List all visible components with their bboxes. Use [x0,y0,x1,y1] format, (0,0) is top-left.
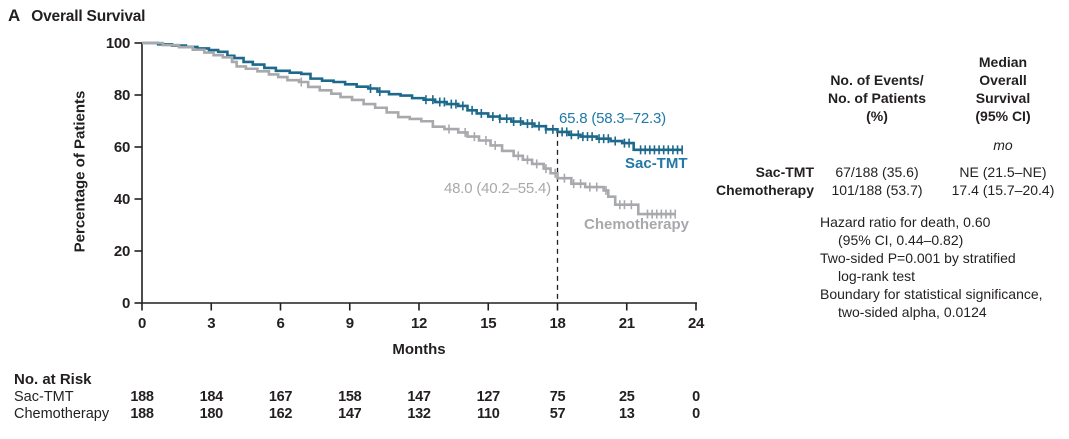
median-survival-column-header: Median Overall Survival (95% CI) [975,54,1031,124]
risk-count: 0 [692,389,700,405]
risk-row-label: Chemotherapy [14,406,110,422]
annotation-chemotherapy-18mo-estimate: 48.0 (40.2–55.4) [444,180,551,197]
risk-count: 158 [338,389,362,405]
summary-row-label-sac-tmt: Sac-TMT [755,164,814,180]
series-label-chemotherapy: Chemotherapy [584,216,690,233]
panel-title-text: Overall Survival [31,8,146,25]
x-tick-label: 3 [207,315,215,332]
panel-title: A Overall Survival [8,6,145,26]
x-tick-label: 12 [411,315,427,332]
risk-count: 127 [476,389,501,405]
km-curve-chemotherapy [142,41,676,216]
km-curve-sac-tmt [142,41,683,152]
axes [141,43,697,304]
y-tick-label: 100 [106,35,130,52]
stat-line: Boundary for statistical significance, [820,286,1043,302]
x-tick-label: 24 [688,315,705,332]
risk-count: 75 [549,389,566,405]
stat-line: two-sided alpha, 0.0124 [838,304,987,320]
risk-count: 188 [130,406,154,422]
y-tick-label: 80 [114,87,130,104]
summary-events-sac-tmt: 67/188 (35.6) [835,164,919,180]
risk-count: 147 [338,406,362,422]
summary-row-label-chemotherapy: Chemotherapy [715,182,814,198]
risk-count: 0 [692,406,700,422]
risk-count: 13 [618,406,635,422]
summary-median-sac-tmt: NE (21.5–NE) [959,164,1047,180]
risk-count: 162 [268,406,293,422]
risk-count: 188 [130,389,154,405]
stat-line: log-rank test [838,268,916,284]
risk-count: 180 [199,406,224,422]
risk-row-label: Sac-TMT [14,389,74,405]
risk-count: 132 [407,406,431,422]
x-tick-label: 9 [346,315,354,332]
x-axis-title: Months [392,341,446,358]
risk-count: 147 [407,389,431,405]
x-tick-label: 6 [276,315,284,332]
risk-count: 25 [618,389,635,405]
x-tick-label: 0 [138,315,146,332]
number-at-risk-title: No. at Risk [14,371,92,388]
panel-letter: A [8,6,21,25]
unit-label-months: mo [993,137,1013,153]
risk-count: 184 [199,389,224,405]
summary-median-chemotherapy: 17.4 (15.7–20.4) [951,182,1055,198]
risk-count: 167 [268,389,293,405]
y-tick-label: 40 [114,191,130,208]
y-tick-label: 60 [114,139,130,156]
statistics-text-block: Hazard ratio for death, 0.60 (95% CI, 0.4… [820,213,1065,321]
summary-events-chemotherapy: 101/188 (53.7) [831,182,923,198]
stat-line: Hazard ratio for death, 0.60 [820,214,991,230]
series-label-sac-tmt: Sac-TMT [625,155,688,172]
y-tick-label: 0 [122,295,130,312]
risk-count: 110 [476,406,500,422]
x-tick-label: 18 [549,315,565,332]
risk-count: 57 [549,406,566,422]
stat-line: Two-sided P=0.001 by stratified [820,250,1016,266]
y-tick-label: 20 [114,243,130,260]
x-tick-label: 21 [619,315,635,332]
x-tick-label: 15 [480,315,496,332]
stat-line: (95% CI, 0.44–0.82) [838,232,964,248]
annotation-sac-tmt-18mo-estimate: 65.8 (58.3–72.3) [559,110,666,127]
events-column-header: No. of Events/ No. of Patients (%) [827,72,926,124]
